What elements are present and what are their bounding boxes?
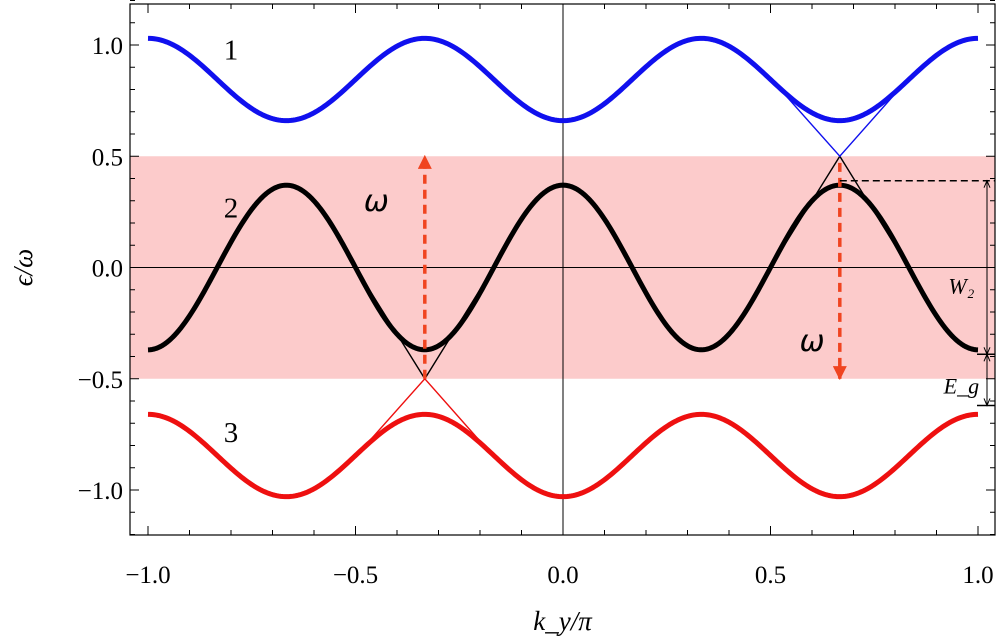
x-axis-label: k_y/π (533, 606, 593, 636)
x-tick-label: 0.5 (755, 562, 786, 589)
x-tick-label: −1.0 (125, 562, 170, 589)
x-tick-label: 1.0 (962, 562, 993, 589)
dimension-arrow-tip (983, 179, 991, 188)
y-tick-label: 1.0 (92, 33, 123, 60)
omega-label-2: ω (799, 324, 824, 359)
band-label-2: 2 (224, 192, 239, 224)
band-label-1: 1 (224, 34, 239, 66)
band-1-curve (147, 35, 979, 124)
y-tick-label: −0.5 (78, 367, 123, 394)
band-3-crossing (354, 377, 495, 458)
y-tick-label: −1.0 (78, 478, 123, 505)
x-tick-label: 0.0 (547, 562, 578, 589)
band-label-3: 3 (224, 417, 239, 449)
y-tick-label: 0.5 (92, 144, 123, 171)
y-tick-label: 0.0 (92, 256, 123, 283)
omega-label-1: ω (364, 184, 389, 219)
w2-label: W₂ (948, 273, 974, 298)
x-tick-label: −0.5 (333, 562, 378, 589)
band-1-crossing (769, 77, 910, 158)
dimension-arrow-tip (983, 398, 991, 407)
dimension-arrow-tip (983, 353, 991, 362)
band-3-curve (147, 411, 979, 500)
y-axis-label: ϵ/ω (8, 249, 38, 286)
eg-label: E_g (943, 373, 979, 398)
